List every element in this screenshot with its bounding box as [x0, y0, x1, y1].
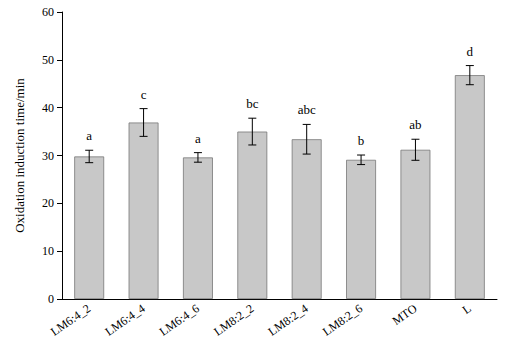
svg-text:LM8:2_6: LM8:2_6 — [320, 301, 365, 338]
svg-text:a: a — [86, 128, 92, 143]
svg-text:LM6:4_2: LM6:4_2 — [48, 301, 93, 338]
svg-text:abc: abc — [298, 102, 316, 117]
svg-text:a: a — [195, 131, 201, 146]
svg-text:LM8:2_2: LM8:2_2 — [211, 301, 256, 338]
svg-text:b: b — [358, 133, 365, 148]
svg-text:d: d — [467, 44, 474, 59]
svg-text:Oxidation induction time/min: Oxidation induction time/min — [12, 78, 27, 233]
svg-text:0: 0 — [48, 292, 54, 306]
svg-text:MTO: MTO — [390, 301, 420, 328]
svg-text:bc: bc — [246, 96, 259, 111]
svg-text:20: 20 — [42, 196, 54, 210]
svg-text:50: 50 — [42, 53, 54, 67]
svg-text:LM6:4_6: LM6:4_6 — [157, 301, 202, 338]
svg-text:10: 10 — [42, 244, 54, 258]
svg-text:LM8:2_4: LM8:2_4 — [266, 301, 311, 338]
svg-text:L: L — [460, 301, 474, 317]
svg-text:30: 30 — [42, 149, 54, 163]
svg-text:60: 60 — [42, 5, 54, 19]
svg-text:LM6:4_4: LM6:4_4 — [102, 301, 147, 338]
svg-text:ab: ab — [409, 117, 421, 132]
svg-text:40: 40 — [42, 101, 54, 115]
svg-text:c: c — [141, 87, 147, 102]
